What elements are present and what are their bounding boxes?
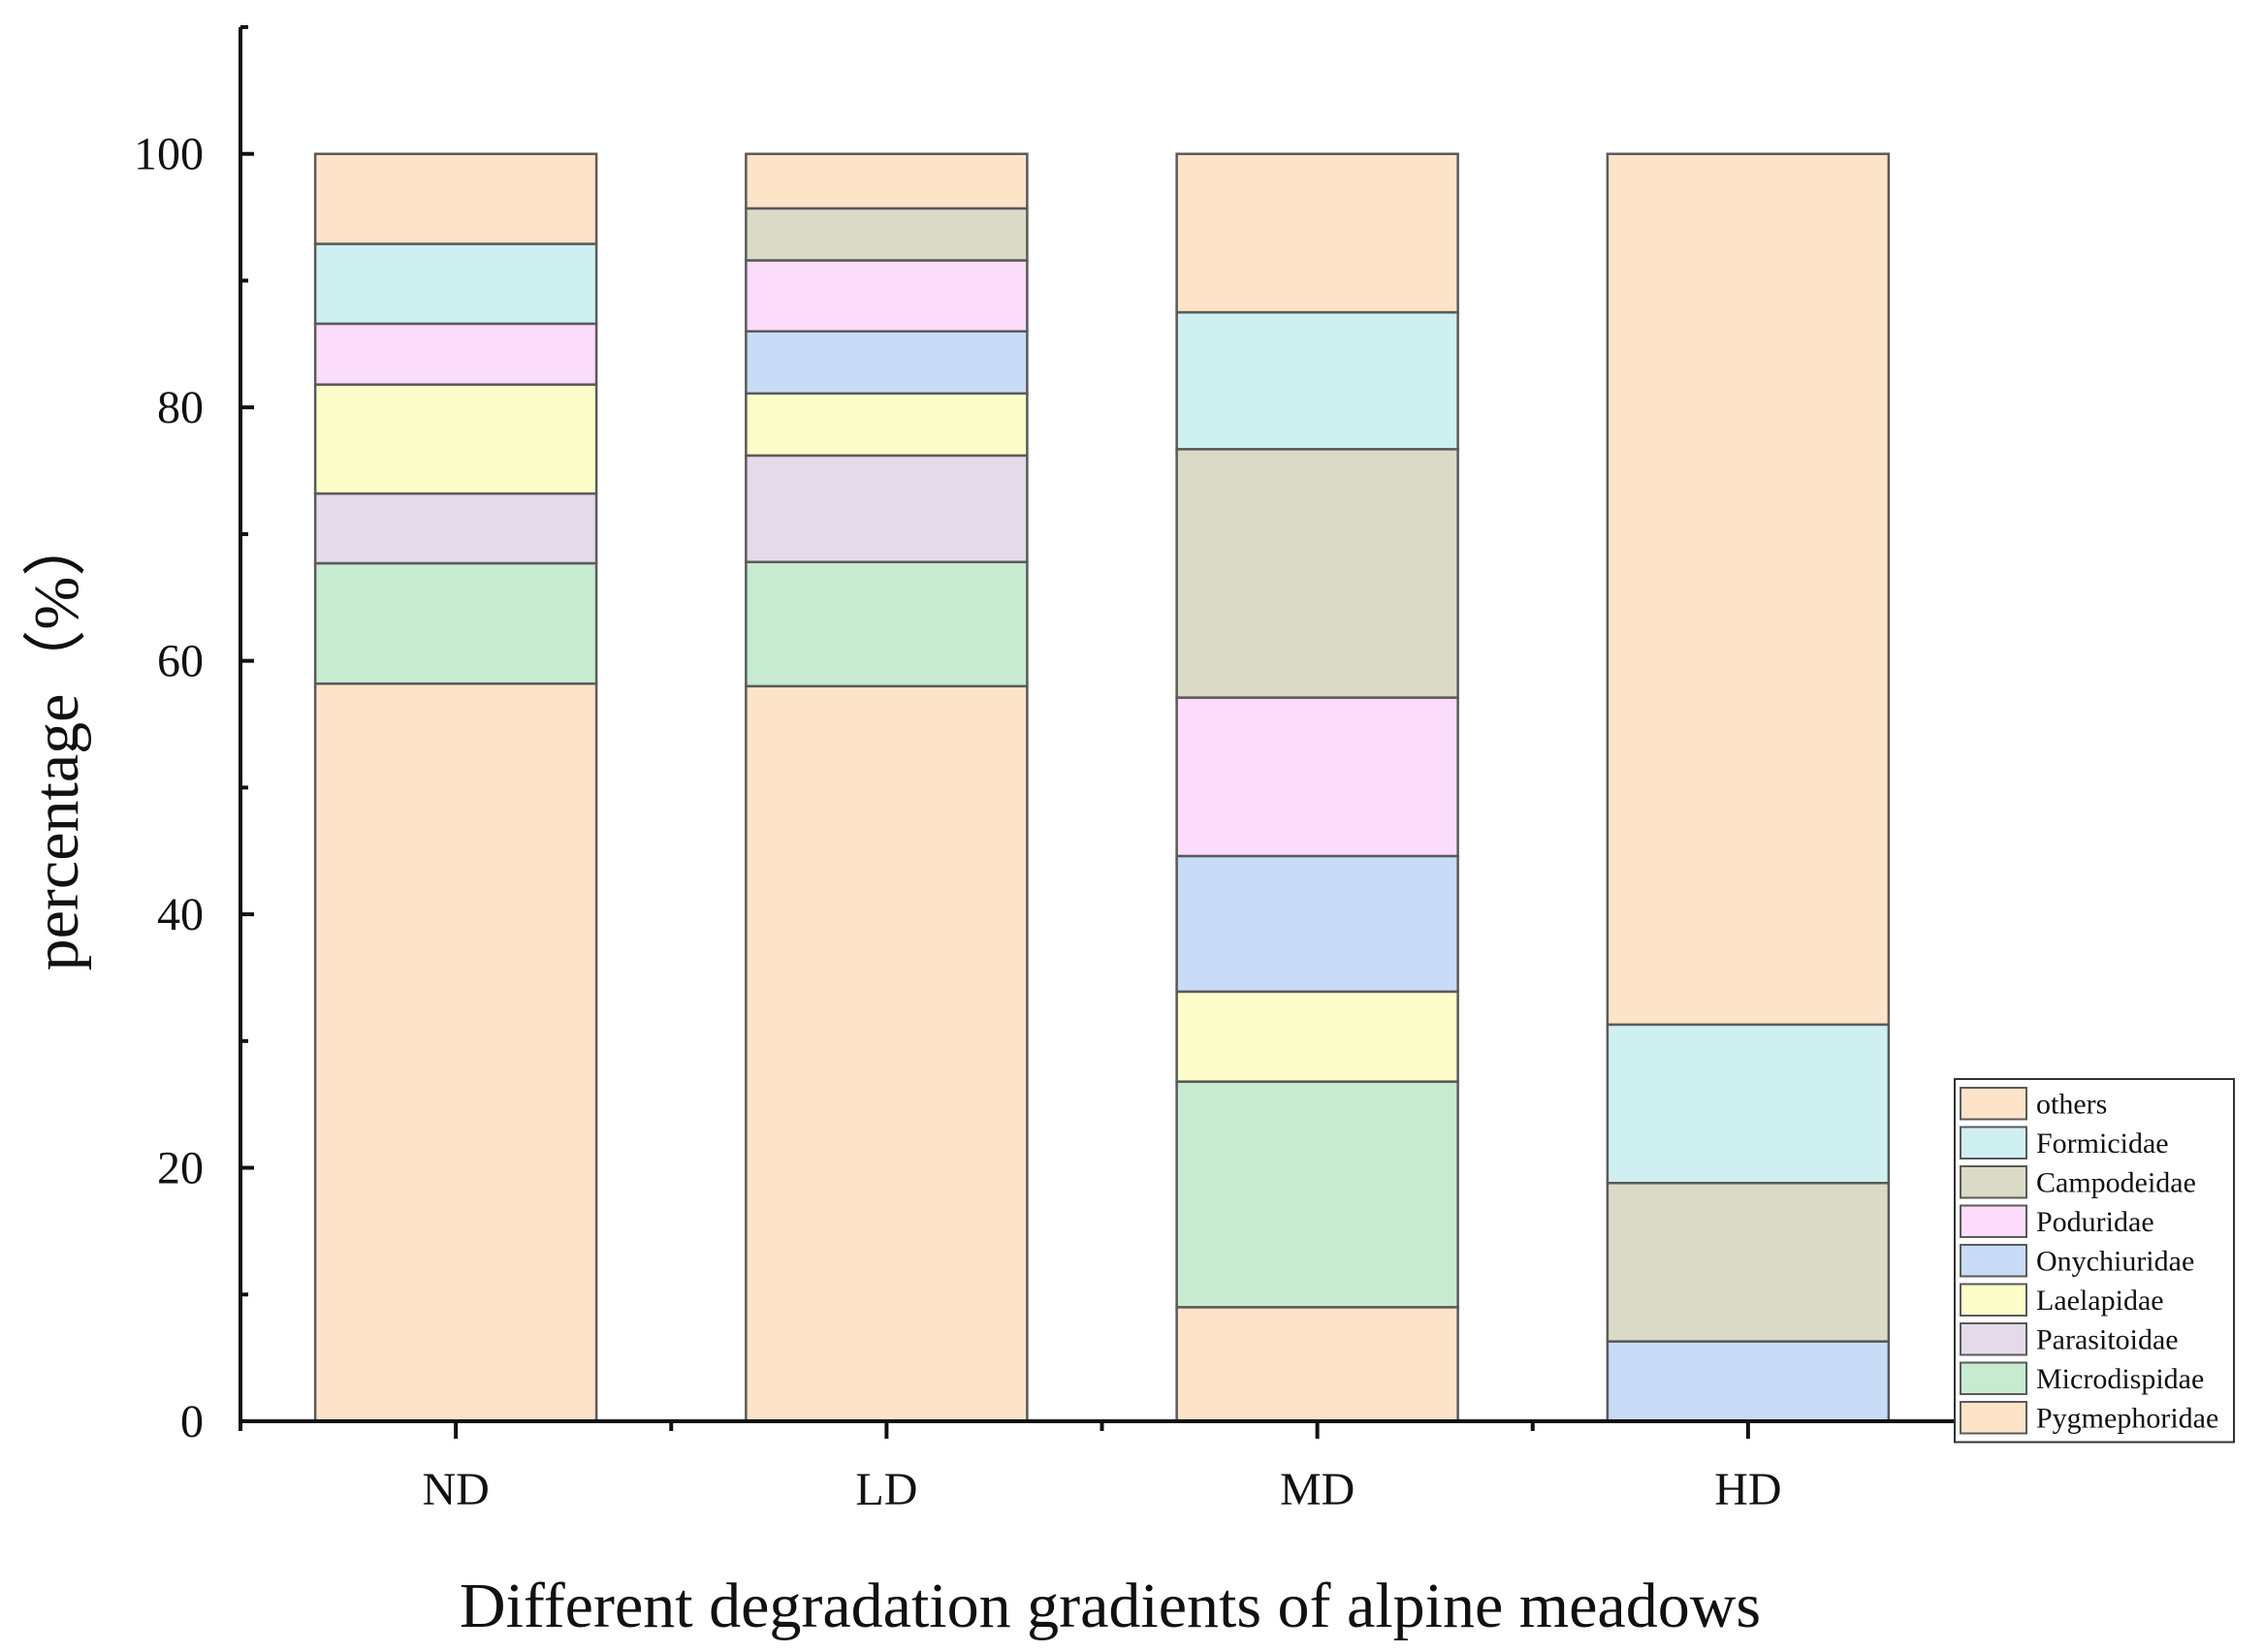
bar-segment-ld-others (745, 152, 1029, 210)
bar-segment-md-pygmephoridae (1175, 1306, 1459, 1423)
bar-segment-md-campodeidae (1175, 448, 1459, 699)
legend-swatch-poduridae (1960, 1204, 2027, 1238)
legend-swatch-microdispidae (1960, 1361, 2027, 1395)
x-tick-label: LD (855, 1464, 917, 1515)
axes-group: 0 20 40 60 80 100 ND LD MD HD (134, 25, 1965, 1515)
bar-segment-nd-parasitoidae (313, 492, 598, 565)
bar-segment-md-microdispidae (1175, 1080, 1459, 1309)
legend-swatch-others (1960, 1087, 2027, 1121)
legend-label: Poduridae (2036, 1206, 2154, 1238)
y-tick-label: 60 (157, 636, 204, 687)
legend-label: others (2036, 1089, 2107, 1121)
bar-segment-md-formicidae (1175, 310, 1459, 451)
bar-segment-md-poduridae (1175, 696, 1459, 858)
bar-segment-ld-campodeidae (745, 206, 1029, 262)
legend-label: Campodeidae (2036, 1167, 2196, 1199)
legend-swatch-onychiuridae (1960, 1244, 2027, 1278)
x-tick-label: ND (422, 1464, 489, 1515)
legend-swatch-pygmephoridae (1960, 1401, 2027, 1435)
legend-swatch-laelapidae (1960, 1283, 2027, 1317)
bar-segment-nd-formicidae (313, 242, 598, 326)
legend-label: Microdispidae (2036, 1363, 2204, 1395)
y-tick-label: 40 (157, 889, 204, 940)
bar-segment-ld-onychiuridae (745, 330, 1029, 396)
x-tick-label: HD (1714, 1464, 1781, 1515)
bar-segment-md-laelapidae (1175, 990, 1459, 1083)
legend-label: Pygmephoridae (2036, 1403, 2218, 1435)
bar-segment-ld-laelapidae (745, 392, 1029, 458)
legend-swatch-parasitoidae (1960, 1322, 2027, 1356)
bar-segment-nd-microdispidae (313, 561, 598, 685)
bar-segment-nd-others (313, 152, 598, 245)
bar-segment-hd-campodeidae (1606, 1181, 1891, 1343)
legend: others Formicidae Campodeidae Poduridae Onyc… (1954, 1078, 2235, 1444)
legend-label: Laelapidae (2036, 1285, 2164, 1317)
y-tick-label: 0 (180, 1396, 204, 1447)
x-axis-title: Different degradation gradients of alpin… (460, 1571, 1761, 1641)
y-tick-label: 80 (157, 382, 204, 433)
legend-swatch-formicidae (1960, 1126, 2027, 1160)
bar-segment-hd-others (1606, 152, 1891, 1027)
bar-segment-nd-pygmephoridae (313, 682, 598, 1423)
bar-segment-ld-parasitoidae (745, 454, 1029, 563)
bar-segment-ld-pygmephoridae (745, 684, 1029, 1423)
bar-segment-md-others (1175, 152, 1459, 314)
y-tick-label: 100 (134, 129, 204, 180)
bar-segment-nd-poduridae (313, 322, 598, 386)
legend-label: Formicidae (2036, 1128, 2169, 1160)
bar-segment-nd-laelapidae (313, 383, 598, 495)
x-tick-label: MD (1280, 1464, 1355, 1515)
bar-segment-hd-onychiuridae (1606, 1340, 1891, 1423)
bar-segment-md-onychiuridae (1175, 854, 1459, 994)
legend-label: Parasitoidae (2036, 1324, 2179, 1356)
bars-group (313, 152, 1891, 1423)
y-tick-label: 20 (157, 1143, 204, 1194)
y-axis-title: percentage（%） (21, 513, 92, 971)
legend-label: Onychiuridae (2036, 1246, 2194, 1278)
bar-segment-ld-poduridae (745, 259, 1029, 333)
bar-segment-ld-microdispidae (745, 560, 1029, 688)
legend-swatch-campodeidae (1960, 1165, 2027, 1199)
bar-segment-hd-formicidae (1606, 1023, 1891, 1185)
